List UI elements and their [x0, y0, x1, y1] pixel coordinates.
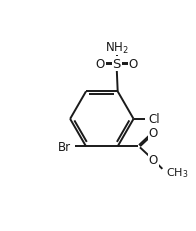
Text: O: O	[149, 154, 158, 167]
Text: S: S	[113, 58, 121, 71]
Text: CH$_3$: CH$_3$	[166, 166, 188, 179]
Text: O: O	[128, 58, 138, 71]
Text: Cl: Cl	[148, 113, 160, 126]
Text: NH$_2$: NH$_2$	[105, 40, 129, 55]
Text: O: O	[96, 58, 105, 71]
Text: O: O	[149, 127, 158, 140]
Text: Br: Br	[57, 140, 71, 153]
